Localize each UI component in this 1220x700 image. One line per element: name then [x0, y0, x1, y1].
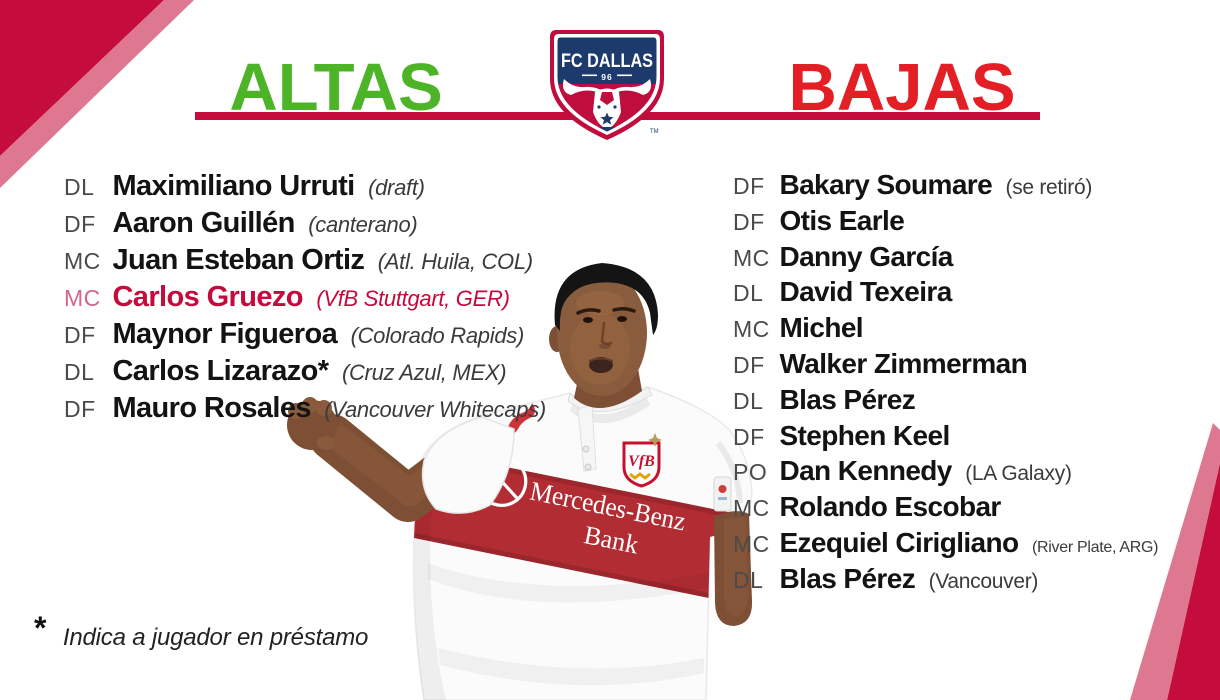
altas-player-row: DF Maynor Figueroa (Colorado Rapids) [64, 318, 546, 355]
altas-player-row: MC Juan Esteban Ortiz (Atl. Huila, COL) [64, 244, 546, 281]
altas-player-row: DL Maximiliano Urruti (draft) [64, 170, 546, 207]
bajas-player-row: DF Otis Earle [733, 204, 1158, 242]
footnote-text: Indica a jugador en préstamo [62, 624, 369, 651]
asterisk-marker: * [34, 610, 47, 646]
vfb-kit-crest-icon: VfB [622, 433, 662, 488]
player-name: Walker Zimmerman [779, 347, 1028, 379]
position-label: MC [733, 495, 770, 522]
player-photo: Mercedes-Benz Bank VfB [287, 263, 753, 700]
player-detail: (se retiró) [1005, 176, 1093, 199]
crest-club-name: FC DALLAS [561, 51, 653, 72]
player-name: Carlos Gruezo [112, 281, 303, 313]
bajas-heading: BAJAS [788, 50, 1016, 125]
jersey-left-sleeve [421, 416, 515, 514]
player-name: Danny García [779, 240, 953, 272]
position-label: DF [733, 351, 765, 378]
player-detail: (Cruz Azul, MEX) [341, 360, 507, 385]
altas-player-row: MC Carlos Gruezo (VfB Stuttgart, GER) [64, 281, 546, 318]
player-detail: (canterano) [308, 212, 418, 237]
position-label: DL [733, 280, 764, 307]
bajas-player-row: DL Blas Pérez [733, 383, 1158, 421]
bajas-player-row: DF Walker Zimmerman [733, 347, 1158, 385]
altas-heading: ALTAS [229, 50, 443, 125]
player-detail: (River Plate, ARG) [1032, 538, 1159, 556]
player-detail: (Vancouver Whitecaps) [324, 397, 546, 422]
crest-year: 96 [601, 72, 612, 82]
bajas-player-row: DF Stephen Keel [733, 419, 1158, 457]
bajas-player-row: DL Blas Pérez (Vancouver) [733, 562, 1158, 600]
player-head [549, 263, 658, 408]
bajas-player-row: MC Michel [733, 312, 1158, 349]
player-detail: (LA Galaxy) [965, 462, 1072, 486]
bajas-player-row: DL David Texeira [733, 276, 1158, 313]
player-name: Mauro Rosales [112, 392, 311, 424]
position-label: DF [733, 173, 765, 199]
altas-player-list: DL Maximiliano Urruti (draft) DF Aaron G… [64, 170, 546, 429]
position-label: DL [733, 566, 764, 593]
bajas-player-list: DF Bakary Soumare (se retiró) DF Otis Ea… [733, 169, 1159, 600]
position-label: PO [733, 459, 768, 486]
bajas-player-row: PO Dan Kennedy (LA Galaxy) [733, 455, 1158, 492]
player-name: Stephen Keel [779, 419, 950, 451]
altas-player-row: DF Mauro Rosales (Vancouver Whitecaps) [64, 392, 546, 429]
player-name: Ezequiel Cirigliano [779, 526, 1019, 558]
player-name: Bakary Soumare [779, 169, 993, 200]
bajas-player-row: MC Ezequiel Cirigliano (River Plate, ARG… [733, 526, 1159, 564]
player-right-forearm [714, 511, 753, 626]
position-label: MC [733, 316, 770, 343]
puma-logo-icon [506, 403, 535, 436]
position-label: DL [733, 387, 764, 414]
player-name: Blas Pérez [779, 562, 916, 594]
player-name: Maynor Figueroa [112, 318, 338, 350]
player-name: Carlos Lizarazo* [112, 355, 329, 387]
footnote: * Indica a jugador en préstamo [34, 610, 368, 652]
player-name: Maximiliano Urruti [112, 170, 355, 202]
player-name: Rolando Escobar [779, 491, 1001, 523]
position-label: MC [64, 285, 101, 311]
position-label: DF [64, 211, 96, 237]
position-label: DF [64, 396, 96, 422]
position-label: DL [64, 174, 95, 200]
player-detail: (draft) [368, 175, 425, 200]
position-label: DF [733, 423, 765, 450]
player-detail: (Colorado Rapids) [350, 323, 525, 348]
sleeve-patch-icon [713, 476, 732, 512]
bajas-player-row: MC Rolando Escobar [733, 491, 1158, 528]
bajas-player-row: MC Danny García [733, 240, 1158, 278]
jersey-shading [414, 441, 743, 700]
altas-player-row: DF Aaron Guillén (canterano) [64, 207, 546, 244]
position-label: DF [64, 322, 96, 348]
player-detail: (VfB Stuttgart, GER) [316, 286, 510, 311]
player-name: Otis Earle [779, 204, 905, 236]
player-detail: (Atl. Huila, COL) [377, 249, 533, 274]
position-label: MC [64, 248, 101, 274]
player-name: Juan Esteban Ortiz [112, 244, 365, 276]
vfb-crest-label: VfB [628, 453, 655, 470]
altas-player-row: DL Carlos Lizarazo* (Cruz Azul, MEX) [64, 355, 546, 392]
position-label: DF [733, 208, 765, 235]
position-label: MC [733, 244, 770, 271]
player-name: Michel [779, 312, 863, 344]
player-name: Blas Pérez [779, 383, 916, 415]
fc-dallas-crest-icon: FC DALLAS 96 TM [550, 30, 664, 140]
player-name: Dan Kennedy [779, 455, 952, 487]
position-label: DL [64, 359, 95, 385]
player-name: Aaron Guillén [112, 207, 295, 239]
position-label: MC [733, 530, 770, 557]
bajas-player-row: DF Bakary Soumare (se retiró) [733, 169, 1158, 206]
crest-trademark: TM [650, 129, 659, 135]
player-detail: (Vancouver) [928, 569, 1039, 593]
player-name: David Texeira [779, 276, 952, 308]
